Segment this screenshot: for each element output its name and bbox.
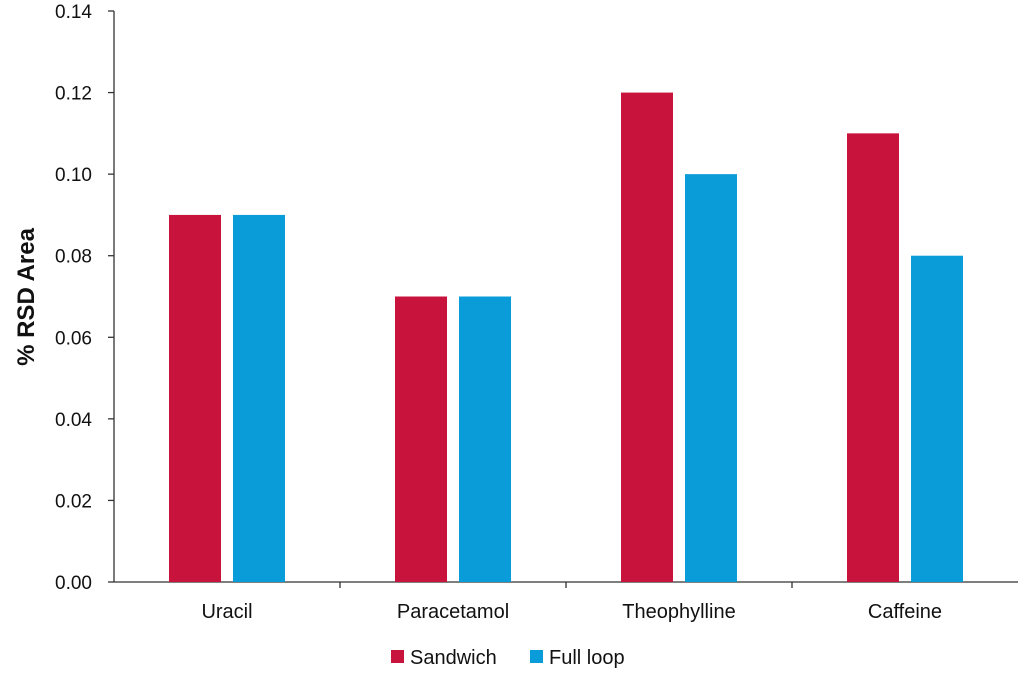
y-tick-label: 0.00 bbox=[55, 573, 92, 594]
y-tick-label: 0.02 bbox=[55, 491, 92, 512]
x-category-label: Uracil bbox=[201, 601, 252, 623]
bar-sandwich bbox=[169, 214, 221, 582]
y-axis-title: % RSD Area bbox=[13, 227, 40, 365]
bar-full-loop bbox=[685, 174, 737, 582]
bar-sandwich bbox=[847, 133, 899, 582]
x-category-label: Theophylline bbox=[622, 601, 735, 623]
x-category-label: Caffeine bbox=[868, 601, 942, 623]
legend-swatch-sandwich bbox=[391, 650, 404, 663]
bar-full-loop bbox=[459, 296, 511, 582]
legend-swatch-full-loop bbox=[530, 650, 543, 663]
y-tick-label: 0.06 bbox=[55, 328, 92, 349]
axis-labels: 0.00 0.02 0.04 0.06 0.08 0.10 0.12 0.14 Uracil Pa… bbox=[55, 2, 942, 623]
y-tick-label: 0.08 bbox=[55, 247, 92, 268]
bars bbox=[169, 92, 963, 583]
legend: Sandwich Full loop bbox=[391, 647, 625, 669]
bar-full-loop bbox=[911, 255, 963, 582]
bar-full-loop bbox=[233, 214, 285, 582]
bar-sandwich bbox=[621, 92, 673, 583]
bar-sandwich bbox=[395, 296, 447, 582]
y-tick-label: 0.14 bbox=[55, 2, 92, 23]
y-tick-label: 0.04 bbox=[55, 410, 92, 431]
y-tick-label: 0.12 bbox=[55, 84, 92, 105]
y-tick-label: 0.10 bbox=[55, 165, 92, 186]
legend-label: Sandwich bbox=[410, 647, 497, 669]
x-category-label: Paracetamol bbox=[397, 601, 509, 623]
legend-label: Full loop bbox=[549, 647, 625, 669]
